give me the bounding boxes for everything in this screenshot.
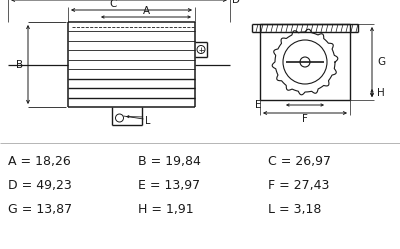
Text: A: A	[142, 6, 150, 16]
Text: G: G	[377, 57, 385, 67]
Text: F = 27,43: F = 27,43	[268, 179, 329, 191]
Text: F: F	[302, 114, 308, 124]
Text: A = 18,26: A = 18,26	[8, 154, 71, 168]
Text: E = 13,97: E = 13,97	[138, 179, 200, 191]
Text: B = 19,84: B = 19,84	[138, 154, 201, 168]
Text: D: D	[232, 0, 240, 5]
Text: B: B	[16, 60, 24, 69]
Text: C = 26,97: C = 26,97	[268, 154, 331, 168]
Text: C: C	[110, 0, 117, 9]
Text: G = 13,87: G = 13,87	[8, 202, 72, 215]
Text: H: H	[377, 88, 385, 98]
Text: H = 1,91: H = 1,91	[138, 202, 194, 215]
Text: L: L	[144, 116, 150, 126]
Text: E: E	[254, 100, 261, 110]
Text: L = 3,18: L = 3,18	[268, 202, 321, 215]
Text: D = 49,23: D = 49,23	[8, 179, 72, 191]
